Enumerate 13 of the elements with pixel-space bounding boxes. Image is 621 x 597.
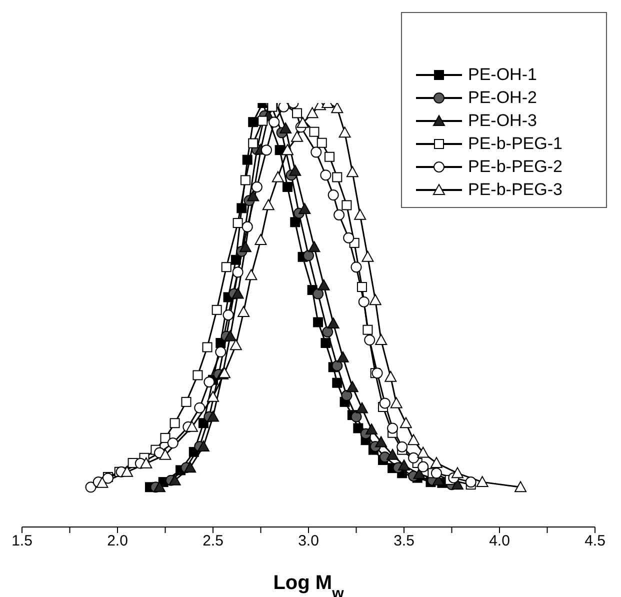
x-tick-label: 2.5	[202, 532, 224, 550]
legend-label: PE-OH-3	[468, 110, 537, 130]
legend-label: PE-OH-2	[468, 88, 537, 108]
x-tick-label: 2.0	[107, 532, 128, 550]
x-tick-label: 1.5	[12, 532, 32, 550]
x-tick-label: 3.5	[394, 532, 414, 550]
legend-label: PE-b-PEG-1	[468, 134, 562, 154]
x-tick-label: 4.0	[489, 532, 510, 550]
legend-label: PE-b-PEG-3	[468, 180, 562, 200]
legend-label: PE-b-PEG-2	[468, 156, 562, 176]
x-tick-label: 3.0	[298, 532, 319, 550]
x-tick-label: 4.5	[584, 532, 606, 550]
legend-label: PE-OH-1	[468, 64, 537, 84]
